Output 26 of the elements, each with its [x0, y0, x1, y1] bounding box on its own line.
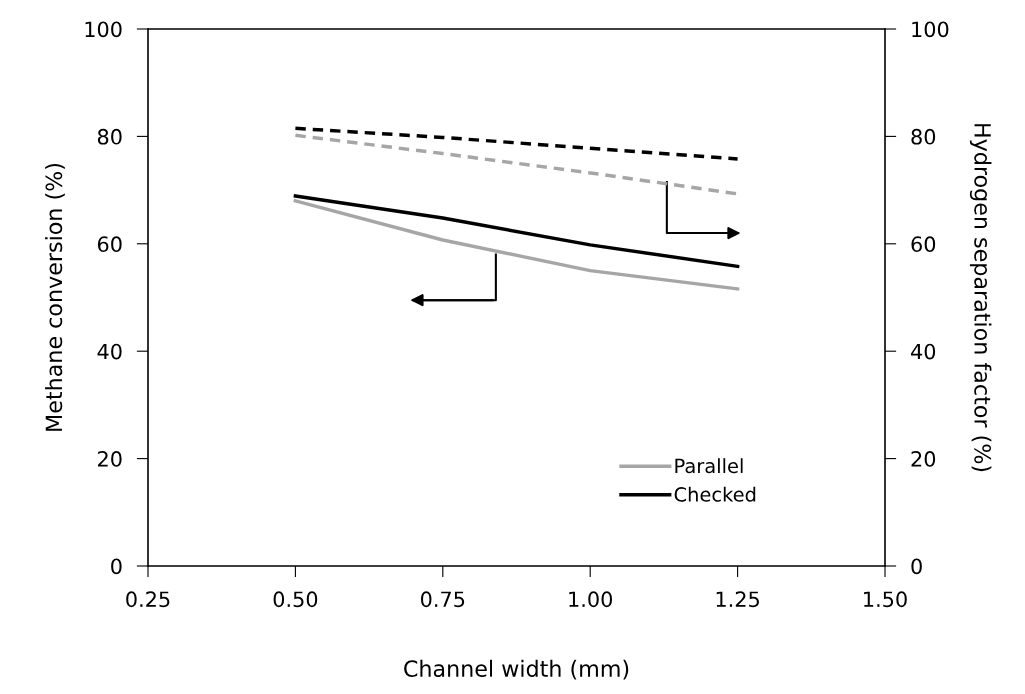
x-tick-label: 0.75: [420, 591, 465, 608]
y2-tick-label: 100: [912, 21, 949, 38]
y-tick-label: 100: [85, 21, 122, 38]
legend-label: Checked: [674, 486, 756, 502]
y-tick-label: 0: [111, 558, 122, 575]
y2-tick-label: 40: [911, 343, 936, 360]
y-tick-label: 60: [97, 236, 122, 253]
x-tick-label: 1.00: [569, 591, 613, 608]
y-tick-label: 40: [97, 343, 122, 360]
y2-tick-label: 80: [911, 128, 936, 145]
y-axis-title: Methane conversion (%): [45, 163, 65, 431]
x-tick-label: 1.25: [716, 591, 759, 608]
y2-tick-label: 0: [911, 558, 922, 575]
y2-tick-label: 60: [911, 236, 936, 253]
y2-tick-label: 20: [911, 451, 936, 467]
line-series: [293, 126, 740, 161]
x-tick-label: 1.50: [864, 591, 907, 608]
legend-label: Parallel: [675, 458, 743, 474]
x-tick-label: 0.25: [126, 591, 170, 608]
x-axis-title: Channel width (mm): [404, 659, 629, 680]
y2-axis-title: Hydrogen separation factor (%): [969, 124, 992, 472]
x-tick-label: 0.50: [273, 591, 318, 608]
y-tick-label: 80: [97, 128, 122, 145]
line-series: [293, 199, 740, 291]
y-tick-label: 20: [98, 451, 122, 467]
line-series: [293, 194, 740, 269]
